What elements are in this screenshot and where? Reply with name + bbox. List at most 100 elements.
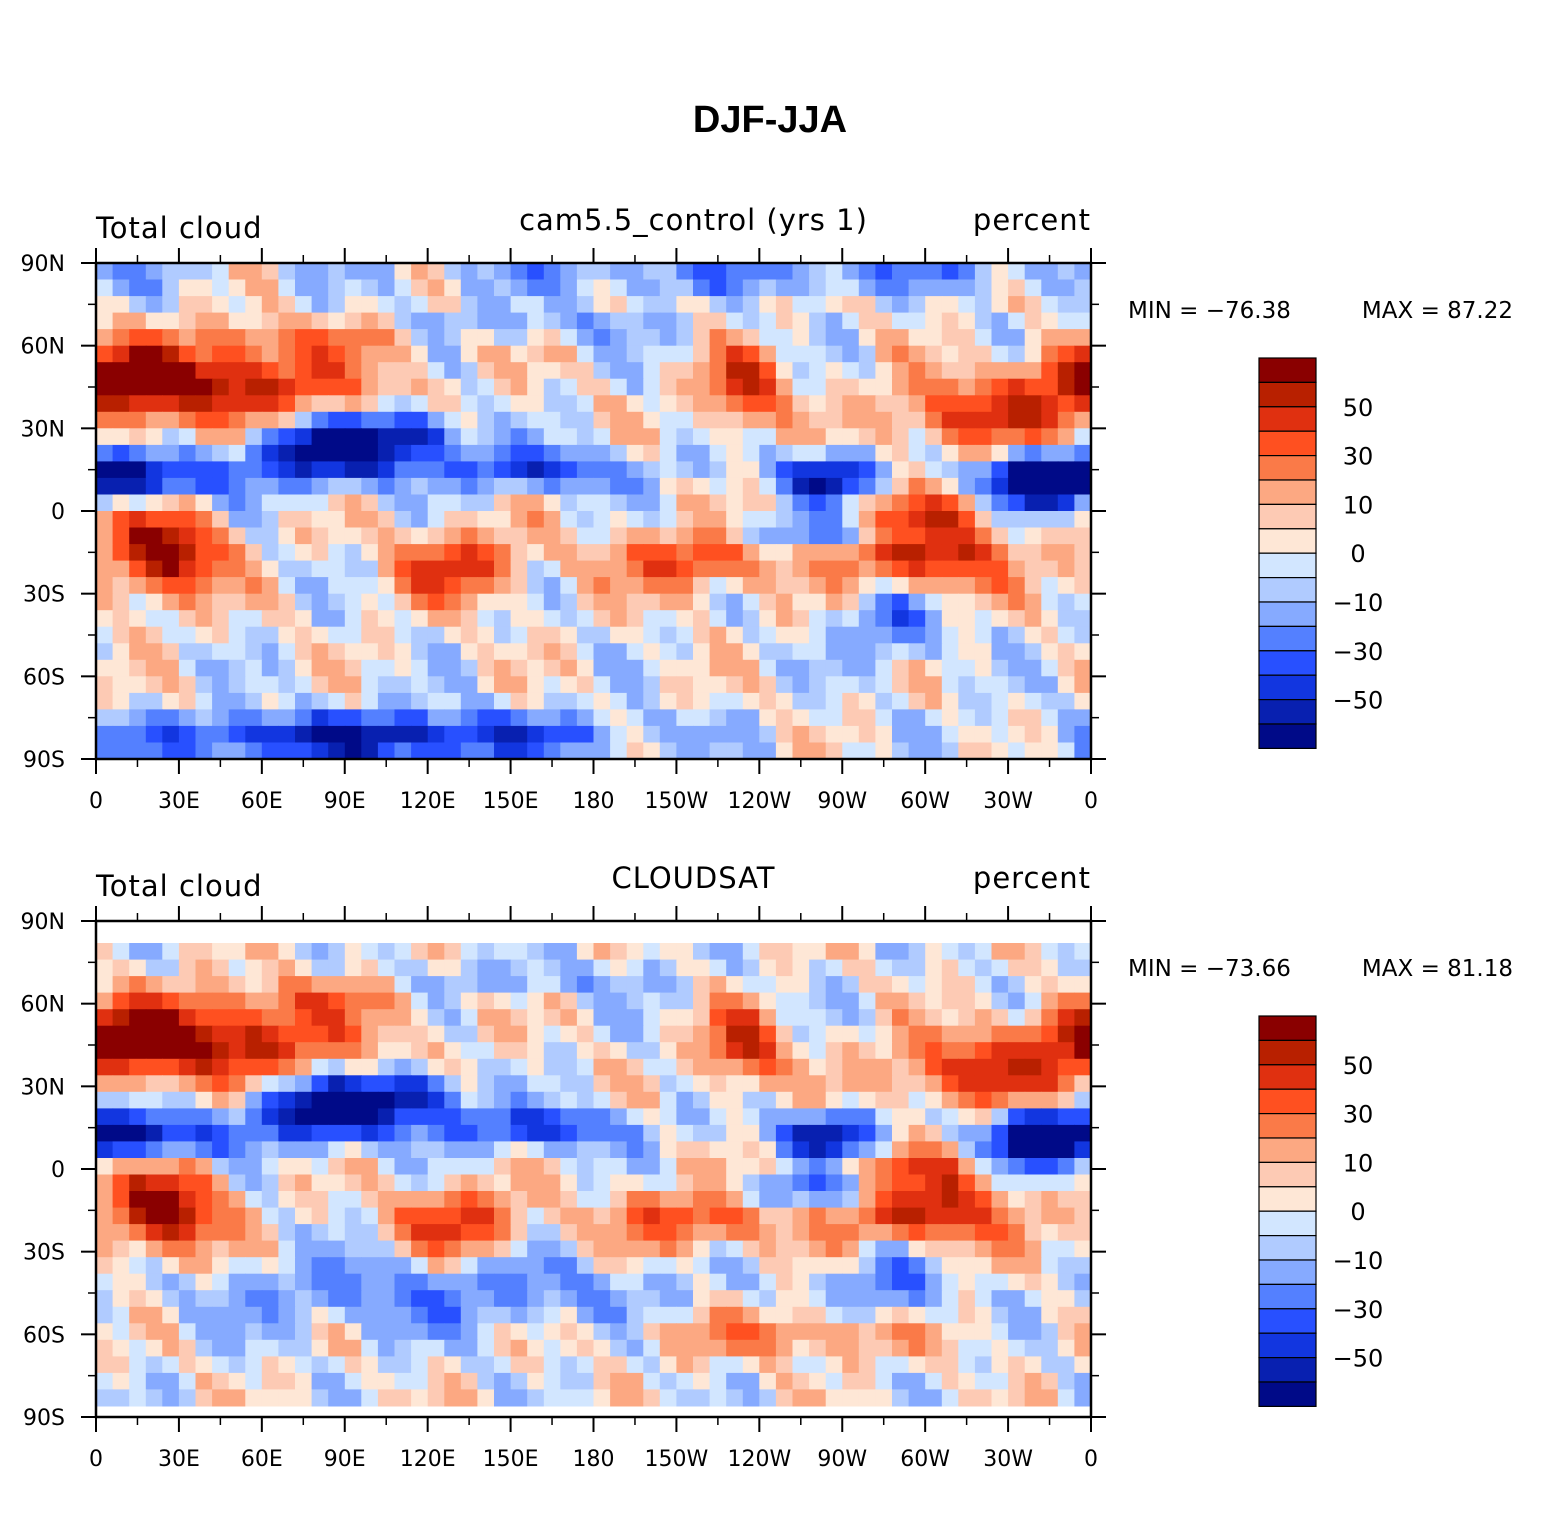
x-tick-label: 90W — [817, 789, 867, 814]
field-cell — [809, 593, 827, 611]
field-cell — [444, 1075, 462, 1093]
field-cell — [693, 1009, 711, 1027]
field-cell — [892, 511, 910, 529]
field-cell — [295, 544, 313, 562]
field-cell — [709, 1306, 727, 1324]
field-cell — [560, 1389, 578, 1407]
field-cell — [278, 626, 296, 644]
field-cell — [145, 527, 163, 545]
field-cell — [112, 1389, 130, 1407]
field-cell — [958, 1191, 976, 1209]
field-cell — [195, 1323, 213, 1341]
field-cell — [261, 725, 279, 743]
field-cell — [659, 676, 677, 694]
field-cell — [892, 477, 910, 495]
field-cell — [958, 1091, 976, 1109]
field-cell — [261, 1174, 279, 1192]
field-cell — [925, 1042, 943, 1060]
field-cell — [742, 411, 760, 429]
field-cell — [626, 1240, 644, 1258]
field-cell — [261, 411, 279, 429]
field-cell — [958, 527, 976, 545]
field-cell — [394, 1174, 412, 1192]
field-cell — [693, 411, 711, 429]
field-cell — [742, 312, 760, 330]
field-cell — [593, 1273, 611, 1291]
field-cell — [178, 511, 197, 529]
field-cell — [643, 1372, 661, 1390]
field-cell — [925, 296, 943, 314]
field-cell — [775, 959, 794, 977]
field-cell — [460, 610, 478, 628]
field-cell — [212, 992, 230, 1010]
field-cell — [162, 296, 180, 314]
field-cell — [278, 610, 296, 628]
field-cell — [129, 494, 147, 512]
field-cell — [344, 943, 362, 961]
field-cell — [726, 378, 744, 396]
field-cell — [825, 1124, 843, 1142]
field-cell — [162, 1158, 180, 1176]
field-cell — [245, 976, 263, 994]
field-cell — [659, 279, 677, 297]
field-cell — [162, 395, 180, 413]
field-cell — [494, 1009, 512, 1027]
field-cell — [112, 709, 130, 727]
field-cell — [659, 1158, 677, 1176]
field-cell — [1041, 345, 1059, 363]
field-cell — [228, 593, 246, 611]
field-cell — [543, 362, 561, 380]
field-cell — [361, 1389, 379, 1407]
field-cell — [212, 1075, 230, 1093]
field-cell — [742, 494, 760, 512]
field-cell — [361, 1240, 379, 1258]
field-cell — [361, 494, 379, 512]
field-cell — [145, 279, 163, 297]
field-cell — [477, 593, 495, 611]
field-cell — [676, 395, 694, 413]
field-cell — [676, 1075, 694, 1093]
field-cell — [245, 1290, 263, 1308]
field-cell — [1041, 725, 1059, 743]
field-cell — [991, 411, 1009, 429]
field-cell — [726, 1009, 744, 1027]
field-cell — [742, 279, 760, 297]
field-cell — [858, 1339, 876, 1357]
field-cell — [842, 976, 860, 994]
field-cell — [411, 1257, 429, 1275]
field-cell — [494, 279, 512, 297]
field-cell — [1008, 1389, 1026, 1407]
field-cell — [842, 428, 860, 446]
field-cell — [494, 378, 512, 396]
field-cell — [112, 345, 130, 363]
field-cell — [278, 444, 296, 462]
field-cell — [212, 692, 230, 710]
field-cell — [709, 1273, 727, 1291]
field-cell — [377, 577, 396, 595]
field-cell — [576, 1141, 595, 1159]
field-cell — [659, 544, 677, 562]
field-cell — [278, 544, 296, 562]
field-cell — [576, 1207, 595, 1225]
field-cell — [742, 1158, 760, 1176]
field-cell — [394, 362, 412, 380]
field-cell — [427, 1306, 445, 1324]
field-cell — [892, 1191, 910, 1209]
field-cell — [941, 461, 959, 479]
field-cell — [178, 1339, 197, 1357]
field-cell — [775, 742, 794, 760]
field-cell — [1008, 477, 1026, 495]
field-cell — [212, 943, 230, 961]
field-cell — [228, 428, 246, 446]
field-cell — [1024, 411, 1042, 429]
field-cell — [361, 1009, 379, 1027]
field-cell — [427, 676, 445, 694]
field-cell — [858, 1372, 876, 1390]
field-cell — [726, 444, 744, 462]
field-cell — [560, 1108, 578, 1126]
field-cell — [659, 312, 677, 330]
field-cell — [328, 1323, 346, 1341]
field-cell — [742, 378, 760, 396]
field-cell — [444, 345, 462, 363]
field-cell — [112, 1075, 130, 1093]
